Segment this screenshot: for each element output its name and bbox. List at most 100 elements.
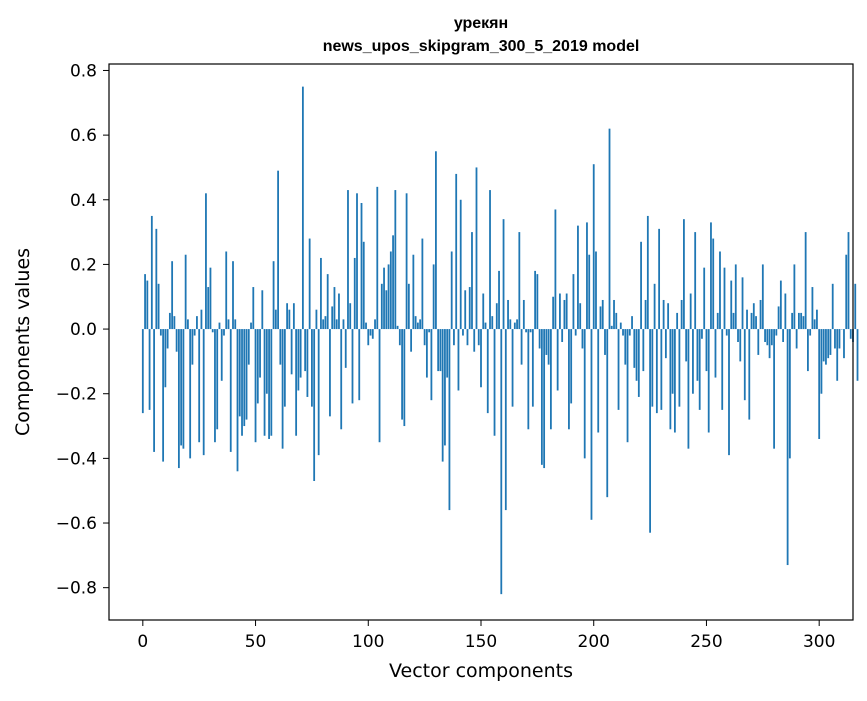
bar-242 bbox=[688, 329, 690, 449]
bar-146 bbox=[471, 232, 473, 329]
bar-140 bbox=[458, 329, 460, 390]
bar-291 bbox=[798, 313, 800, 329]
bar-209 bbox=[613, 300, 615, 329]
bar-241 bbox=[685, 329, 687, 361]
x-tick-label: 100 bbox=[352, 632, 384, 652]
bar-29 bbox=[207, 287, 209, 329]
bar-90 bbox=[345, 329, 347, 368]
bar-301 bbox=[821, 329, 823, 394]
bar-94 bbox=[354, 258, 356, 329]
bar-62 bbox=[282, 329, 284, 449]
bar-139 bbox=[455, 174, 457, 329]
bar-206 bbox=[606, 329, 608, 497]
bar-1 bbox=[144, 274, 146, 329]
bar-188 bbox=[566, 294, 568, 330]
bar-69 bbox=[297, 329, 299, 390]
y-tick-label: 0.0 bbox=[70, 320, 97, 340]
x-tick-label: 150 bbox=[465, 632, 497, 652]
bar-286 bbox=[787, 329, 789, 565]
x-tick-label: 0 bbox=[137, 632, 148, 652]
bar-287 bbox=[789, 329, 791, 458]
bar-295 bbox=[807, 329, 809, 371]
bar-95 bbox=[356, 193, 358, 329]
bar-230 bbox=[660, 329, 662, 410]
bar-178 bbox=[543, 329, 545, 468]
y-axis-label: Components values bbox=[12, 248, 34, 436]
bar-47 bbox=[248, 329, 250, 365]
bar-180 bbox=[548, 329, 550, 365]
bar-10 bbox=[164, 329, 166, 387]
bar-253 bbox=[712, 239, 714, 330]
bar-307 bbox=[834, 329, 836, 348]
bar-302 bbox=[823, 329, 825, 361]
bar-190 bbox=[570, 329, 572, 403]
bar-312 bbox=[845, 255, 847, 329]
bar-238 bbox=[679, 329, 681, 407]
bar-63 bbox=[284, 329, 286, 407]
bar-85 bbox=[334, 287, 336, 329]
bar-57 bbox=[270, 329, 272, 436]
y-tick-label: −0.8 bbox=[56, 579, 97, 599]
bar-193 bbox=[577, 226, 579, 329]
bars-group bbox=[142, 87, 858, 595]
bar-158 bbox=[498, 271, 500, 329]
bar-125 bbox=[424, 329, 426, 345]
bar-243 bbox=[690, 294, 692, 330]
bar-70 bbox=[300, 329, 302, 377]
bar-4 bbox=[151, 216, 153, 329]
bar-124 bbox=[421, 239, 423, 330]
bar-115 bbox=[401, 329, 403, 420]
bar-150 bbox=[480, 329, 482, 387]
bar-96 bbox=[358, 329, 360, 400]
bar-222 bbox=[642, 329, 644, 371]
x-tick-label: 250 bbox=[690, 632, 722, 652]
bar-131 bbox=[437, 329, 439, 371]
bar-308 bbox=[836, 329, 838, 381]
bar-108 bbox=[385, 290, 387, 329]
bar-161 bbox=[505, 329, 507, 510]
bar-213 bbox=[622, 329, 624, 335]
bar-211 bbox=[618, 329, 620, 410]
bar-189 bbox=[568, 329, 570, 429]
bar-91 bbox=[347, 190, 349, 329]
bar-228 bbox=[656, 329, 658, 413]
bar-126 bbox=[426, 329, 428, 377]
bar-198 bbox=[588, 255, 590, 329]
bar-202 bbox=[597, 329, 599, 432]
bar-16 bbox=[178, 329, 180, 468]
bar-17 bbox=[180, 329, 182, 445]
bar-136 bbox=[449, 329, 451, 510]
bar-18 bbox=[183, 329, 185, 449]
bar-289 bbox=[793, 264, 795, 329]
bar-133 bbox=[442, 329, 444, 462]
y-tick-label: 0.8 bbox=[70, 61, 97, 81]
bar-214 bbox=[624, 329, 626, 365]
bar-281 bbox=[775, 329, 777, 335]
x-tick-label: 300 bbox=[803, 632, 835, 652]
bar-265 bbox=[739, 329, 741, 361]
bar-132 bbox=[440, 329, 442, 371]
bar-233 bbox=[667, 303, 669, 329]
bar-168 bbox=[521, 329, 523, 365]
bar-14 bbox=[173, 316, 175, 329]
bar-119 bbox=[410, 329, 412, 352]
bar-52 bbox=[259, 329, 261, 377]
bar-205 bbox=[604, 329, 606, 355]
bar-200 bbox=[593, 164, 595, 329]
bar-72 bbox=[304, 329, 306, 371]
bar-87 bbox=[338, 294, 340, 330]
bar-128 bbox=[431, 329, 433, 400]
bar-155 bbox=[491, 316, 493, 329]
bar-50 bbox=[255, 329, 257, 442]
bar-248 bbox=[701, 329, 703, 339]
bar-256 bbox=[719, 251, 721, 329]
bar-259 bbox=[726, 329, 728, 335]
bar-74 bbox=[309, 239, 311, 330]
bar-97 bbox=[361, 203, 363, 329]
bar-123 bbox=[419, 319, 421, 329]
bar-173 bbox=[532, 329, 534, 407]
bar-79 bbox=[320, 258, 322, 329]
bar-78 bbox=[318, 329, 320, 455]
bar-184 bbox=[557, 329, 559, 390]
bar-98 bbox=[363, 242, 365, 329]
